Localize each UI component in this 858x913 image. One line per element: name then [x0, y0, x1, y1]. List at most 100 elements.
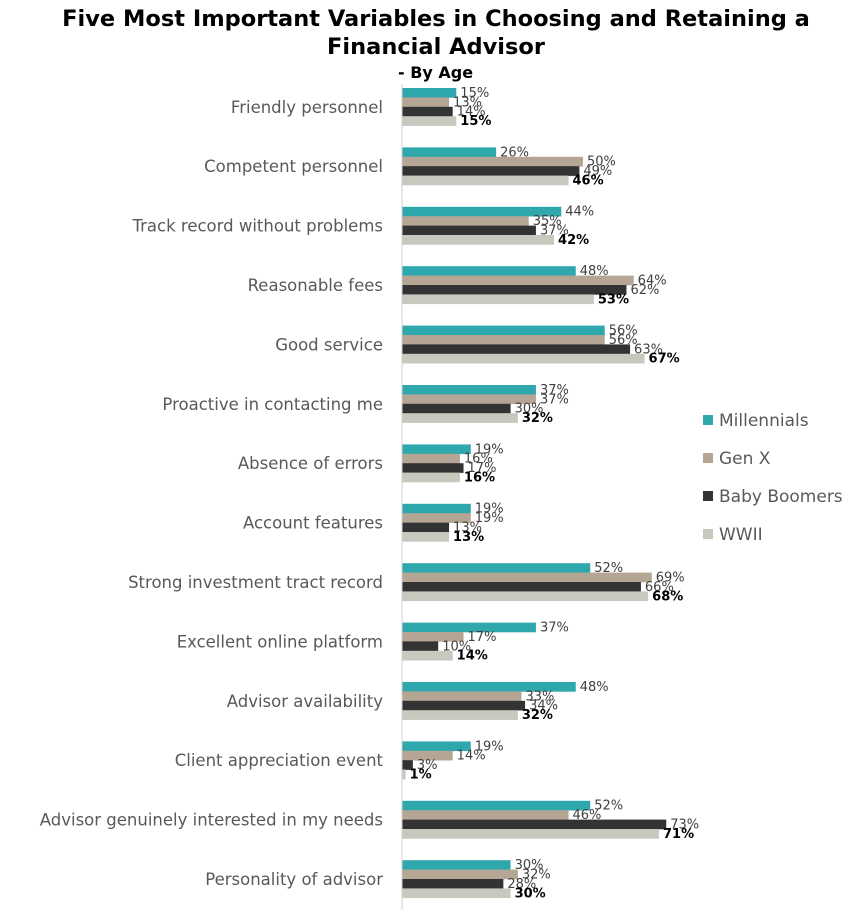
bar-baby-boomers-good-service: [402, 344, 631, 355]
category-label-competent-personnel: Competent personnel: [204, 157, 383, 176]
data-label-baby-boomers-good-service: 63%: [634, 342, 663, 357]
bar-millennials-strong-investment-tract-record: [402, 563, 591, 573]
legend-swatch-millennials: [703, 415, 713, 425]
data-label-millennials-proactive-in-contacting-me: 37%: [540, 383, 569, 398]
data-label-baby-boomers-reasonable-fees: 62%: [630, 283, 659, 298]
category-label-excellent-online-platform: Excellent online platform: [177, 632, 383, 651]
data-label-millennials-excellent-online-platform: 37%: [540, 621, 569, 636]
data-label-gen-x-competent-personnel: 50%: [587, 155, 616, 170]
bars-group: 15%13%14%15%26%50%49%46%44%35%37%42%48%6…: [402, 86, 699, 901]
category-label-absence-of-errors: Absence of errors: [238, 454, 383, 473]
bar-millennials-good-service: [402, 325, 605, 336]
bar-millennials-client-appreciation-event: [402, 741, 471, 752]
bar-baby-boomers-proactive-in-contacting-me: [402, 403, 511, 414]
legend: Millennials Gen X Baby Boomers WWII: [703, 411, 843, 545]
category-label-personality-of-advisor: Personality of advisor: [205, 870, 383, 889]
bar-wwii-personality-of-advisor: [402, 888, 511, 899]
data-label-gen-x-reasonable-fees: 64%: [638, 274, 667, 289]
data-label-wwii-advisor-genuinely-interested-in-my-needs: 71%: [663, 827, 694, 842]
bar-gen-x-competent-personnel: [402, 156, 583, 167]
bar-baby-boomers-track-record-without-problems: [402, 225, 536, 236]
category-label-friendly-personnel: Friendly personnel: [231, 98, 383, 117]
data-label-baby-boomers-excellent-online-platform: 10%: [442, 639, 471, 654]
data-label-baby-boomers-proactive-in-contacting-me: 30%: [515, 402, 544, 417]
bar-baby-boomers-absence-of-errors: [402, 463, 464, 473]
bar-wwii-excellent-online-platform: [402, 650, 453, 661]
category-label-good-service: Good service: [275, 335, 383, 354]
bar-gen-x-client-appreciation-event: [402, 750, 453, 761]
data-label-baby-boomers-advisor-genuinely-interested-in-my-needs: 73%: [670, 818, 699, 833]
data-label-gen-x-absence-of-errors: 16%: [464, 452, 493, 467]
data-label-millennials-advisor-genuinely-interested-in-my-needs: 52%: [594, 799, 623, 814]
data-label-baby-boomers-track-record-without-problems: 37%: [540, 224, 569, 239]
bar-baby-boomers-advisor-genuinely-interested-in-my-needs: [402, 819, 667, 830]
legend-swatch-wwii: [703, 529, 713, 539]
data-label-wwii-account-features: 13%: [453, 530, 484, 545]
data-label-baby-boomers-client-appreciation-event: 3%: [417, 758, 438, 773]
bar-gen-x-advisor-genuinely-interested-in-my-needs: [402, 810, 569, 820]
bar-wwii-absence-of-errors: [402, 472, 460, 483]
legend-label-wwii: WWII: [719, 525, 763, 545]
data-label-millennials-absence-of-errors: 19%: [475, 442, 504, 457]
bar-millennials-competent-personnel: [402, 147, 497, 158]
bar-millennials-account-features: [402, 503, 471, 514]
bar-gen-x-track-record-without-problems: [402, 216, 529, 226]
bar-baby-boomers-reasonable-fees: [402, 285, 627, 295]
chart-title-line-2: Financial Advisor: [327, 34, 546, 60]
category-label-proactive-in-contacting-me: Proactive in contacting me: [162, 395, 383, 414]
data-label-wwii-excellent-online-platform: 14%: [457, 649, 488, 664]
data-label-millennials-personality-of-advisor: 30%: [515, 858, 544, 873]
bar-gen-x-absence-of-errors: [402, 453, 460, 464]
bar-wwii-good-service: [402, 353, 645, 364]
bar-millennials-personality-of-advisor: [402, 860, 511, 870]
data-label-gen-x-advisor-genuinely-interested-in-my-needs: 46%: [573, 808, 602, 823]
bar-baby-boomers-client-appreciation-event: [402, 760, 413, 770]
data-label-gen-x-strong-investment-tract-record: 69%: [656, 571, 685, 586]
data-label-millennials-account-features: 19%: [475, 502, 504, 517]
data-label-wwii-good-service: 67%: [649, 352, 680, 367]
category-label-client-appreciation-event: Client appreciation event: [175, 751, 384, 770]
bar-wwii-advisor-availability: [402, 710, 518, 720]
bar-gen-x-proactive-in-contacting-me: [402, 394, 536, 405]
data-label-wwii-reasonable-fees: 53%: [598, 292, 629, 307]
data-label-gen-x-track-record-without-problems: 35%: [533, 214, 562, 229]
bar-millennials-advisor-genuinely-interested-in-my-needs: [402, 800, 591, 811]
category-label-track-record-without-problems: Track record without problems: [131, 217, 383, 236]
data-label-wwii-strong-investment-tract-record: 68%: [652, 589, 683, 604]
bar-millennials-absence-of-errors: [402, 444, 471, 455]
data-label-millennials-friendly-personnel: 15%: [460, 86, 489, 101]
bar-baby-boomers-account-features: [402, 522, 450, 533]
data-label-gen-x-advisor-availability: 33%: [525, 689, 554, 704]
bar-millennials-reasonable-fees: [402, 266, 576, 276]
data-label-baby-boomers-absence-of-errors: 17%: [468, 461, 497, 476]
data-label-wwii-client-appreciation-event: 1%: [410, 768, 432, 783]
bar-wwii-strong-investment-tract-record: [402, 591, 649, 602]
bar-baby-boomers-excellent-online-platform: [402, 641, 439, 652]
legend-swatch-gen-x: [703, 453, 713, 463]
data-label-millennials-good-service: 56%: [609, 324, 638, 339]
data-label-gen-x-proactive-in-contacting-me: 37%: [540, 392, 569, 407]
bar-wwii-account-features: [402, 532, 450, 542]
category-label-reasonable-fees: Reasonable fees: [248, 276, 383, 295]
bar-gen-x-account-features: [402, 513, 471, 523]
data-label-millennials-client-appreciation-event: 19%: [475, 739, 504, 754]
bar-wwii-advisor-genuinely-interested-in-my-needs: [402, 829, 660, 839]
data-label-wwii-proactive-in-contacting-me: 32%: [522, 411, 553, 426]
legend-label-millennials: Millennials: [719, 411, 809, 431]
data-label-wwii-competent-personnel: 46%: [573, 174, 604, 189]
data-label-baby-boomers-advisor-availability: 34%: [529, 699, 558, 714]
category-label-advisor-genuinely-interested-in-my-needs: Advisor genuinely interested in my needs: [40, 811, 383, 830]
bar-baby-boomers-advisor-availability: [402, 700, 526, 711]
bar-millennials-proactive-in-contacting-me: [402, 385, 536, 395]
legend-label-baby-boomers: Baby Boomers: [719, 487, 843, 507]
data-label-wwii-advisor-availability: 32%: [522, 708, 553, 723]
bar-wwii-proactive-in-contacting-me: [402, 413, 518, 423]
bar-wwii-reasonable-fees: [402, 294, 594, 305]
bar-millennials-track-record-without-problems: [402, 206, 562, 217]
bar-wwii-track-record-without-problems: [402, 235, 555, 245]
data-label-baby-boomers-account-features: 13%: [453, 521, 482, 536]
category-labels-group: Friendly personnel Competent personnel Tra…: [40, 98, 384, 889]
data-label-gen-x-good-service: 56%: [609, 333, 638, 348]
bar-gen-x-reasonable-fees: [402, 275, 634, 286]
